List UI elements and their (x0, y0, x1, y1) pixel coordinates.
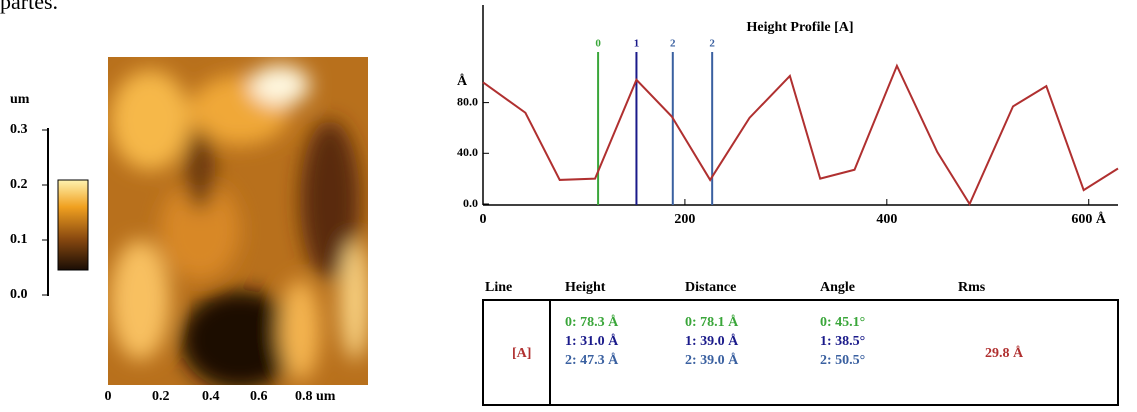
colorbar (58, 180, 88, 270)
scale-label: 0.3 (10, 122, 28, 137)
y-tick-label: 40.0 (457, 145, 478, 159)
scale-label: 0.1 (10, 232, 28, 247)
cursor-label: 2 (670, 38, 676, 50)
angle-cell: 2: 50.5° (820, 353, 865, 368)
y-tick-label: 0.0 (463, 196, 478, 210)
distance-cell: 0: 78.1 Å (685, 314, 739, 330)
scale-label: 0.0 (10, 287, 28, 302)
table-header: Line (485, 280, 512, 295)
height-cell: 2: 47.3 Å (565, 352, 619, 368)
y-axis-label: Å (457, 73, 468, 89)
cursor-label: 1 (634, 38, 640, 50)
profile-line (483, 66, 1118, 204)
x-tick-label: 200 (674, 212, 695, 227)
height-cell: 0: 78.3 Å (565, 314, 619, 330)
cursor-label: 0 (595, 38, 601, 50)
table-header: Height (565, 280, 606, 295)
x-tick-label: 600 Å (1071, 211, 1107, 227)
table-header: Angle (820, 280, 855, 295)
distance-cell: 1: 39.0 Å (685, 333, 739, 349)
distance-cell: 2: 39.0 Å (685, 352, 739, 368)
table-header: Distance (685, 280, 736, 295)
cursor-label: 2 (709, 38, 715, 50)
rms-cell: 29.8 Å (985, 345, 1024, 361)
x-tick-label: 0 (480, 212, 487, 227)
image-x-label: 0.6 (250, 389, 268, 404)
image-x-label: 0.4 (202, 389, 220, 404)
x-tick-label: 400 (876, 212, 897, 227)
height-cell: 1: 31.0 Å (565, 333, 619, 349)
angle-cell: 0: 45.1° (820, 315, 865, 330)
scale-unit: um (10, 92, 30, 107)
scale-label: 0.2 (10, 177, 28, 192)
afm-image (108, 57, 370, 390)
image-x-label: 0.2 (152, 389, 170, 404)
chart-title: Height Profile [A] (746, 20, 853, 35)
angle-cell: 1: 38.5° (820, 334, 865, 349)
image-x-label: 0.8 um (295, 389, 336, 404)
header-text: partes. (0, 0, 58, 14)
figure: partes. um Height Profile [A] Å 0.3 0.2 0.… (0, 0, 1137, 407)
table-header: Rms (958, 280, 986, 295)
line-cell: [A] (512, 346, 531, 361)
image-x-label: 0 (105, 389, 112, 404)
y-tick-label: 80.0 (457, 94, 478, 108)
